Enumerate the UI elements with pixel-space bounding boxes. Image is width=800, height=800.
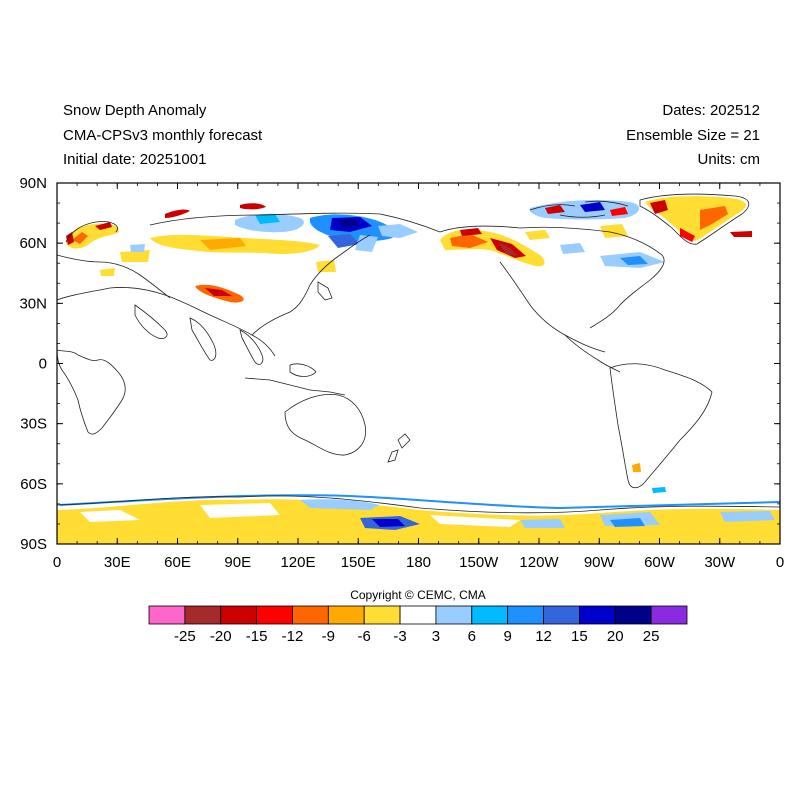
copyright-text: Copyright © CEMC, CMA <box>350 588 486 602</box>
lat-label: 30S <box>20 416 47 433</box>
colorbar-label: -15 <box>246 628 268 645</box>
colorbar-swatch <box>363 605 401 625</box>
initial-date-label: Initial date: 20251001 <box>63 151 207 168</box>
lon-label: 90W <box>584 554 616 571</box>
lon-label: 30E <box>104 554 131 571</box>
model-label: CMA-CPSv3 monthly forecast <box>63 127 263 144</box>
colorbar-label: -25 <box>174 628 196 645</box>
colorbar-swatch <box>184 605 222 625</box>
lat-label: 60S <box>20 476 47 493</box>
colorbar-label: 15 <box>571 628 588 645</box>
colorbar-label: -3 <box>393 628 406 645</box>
colorbar <box>148 605 688 625</box>
colorbar-swatch <box>292 605 329 625</box>
colorbar-swatch <box>579 605 616 625</box>
latitude-labels: 90N 60N 30N 0 30S 60S 90S <box>19 175 47 553</box>
lat-label: 30N <box>19 295 47 312</box>
lon-label: 60W <box>644 554 676 571</box>
lon-label: 150E <box>341 554 376 571</box>
colorbar-label: -12 <box>282 628 304 645</box>
colorbar-label: 3 <box>432 628 440 645</box>
colorbar-swatch <box>650 605 688 625</box>
colorbar-label: -9 <box>322 628 335 645</box>
colorbar-label: 25 <box>643 628 660 645</box>
axis-ticks <box>56 182 781 545</box>
colorbar-labels: -25 -20 -15 -12 -9 -6 -3 3 6 9 12 15 20 25 <box>174 628 659 645</box>
colorbar-swatch <box>507 605 544 625</box>
colorbar-label: -20 <box>210 628 232 645</box>
lat-label: 90N <box>19 175 47 192</box>
colorbar-label: 12 <box>535 628 552 645</box>
colorbar-label: -6 <box>358 628 371 645</box>
map-title: Snow Depth Anomaly <box>63 102 207 119</box>
lon-label: 120W <box>519 554 559 571</box>
colorbar-swatch <box>256 605 293 625</box>
colorbar-swatch <box>327 605 365 625</box>
colorbar-swatch <box>435 605 473 625</box>
lat-label: 90S <box>20 536 47 553</box>
colorbar-label: 20 <box>607 628 624 645</box>
lat-label: 60N <box>19 235 47 252</box>
lon-label: 180 <box>406 554 431 571</box>
colorbar-swatch <box>543 605 580 625</box>
colorbar-swatch <box>614 605 652 625</box>
lon-label: 120E <box>280 554 315 571</box>
lon-label: 60E <box>164 554 191 571</box>
lon-label: 90E <box>224 554 251 571</box>
colorbar-label: 9 <box>503 628 511 645</box>
lon-label: 0 <box>53 554 61 571</box>
lon-label: 0 <box>776 554 784 571</box>
units-label: Units: cm <box>697 151 760 168</box>
longitude-labels: 0 30E 60E 90E 120E 150E 180 150W 120W 90W 60W 30W 0 <box>53 554 784 571</box>
lat-label: 0 <box>39 356 47 373</box>
colorbar-swatch <box>471 605 509 625</box>
anomaly-field <box>57 196 781 544</box>
lon-label: 30W <box>704 554 736 571</box>
dates-label: Dates: 202512 <box>662 102 760 119</box>
ensemble-size-label: Ensemble Size = 21 <box>626 127 760 144</box>
colorbar-swatch <box>399 605 437 625</box>
colorbar-swatch <box>220 605 258 625</box>
coastlines <box>56 193 781 514</box>
colorbar-label: 6 <box>468 628 476 645</box>
colorbar-swatch <box>148 605 186 625</box>
lon-label: 150W <box>459 554 499 571</box>
